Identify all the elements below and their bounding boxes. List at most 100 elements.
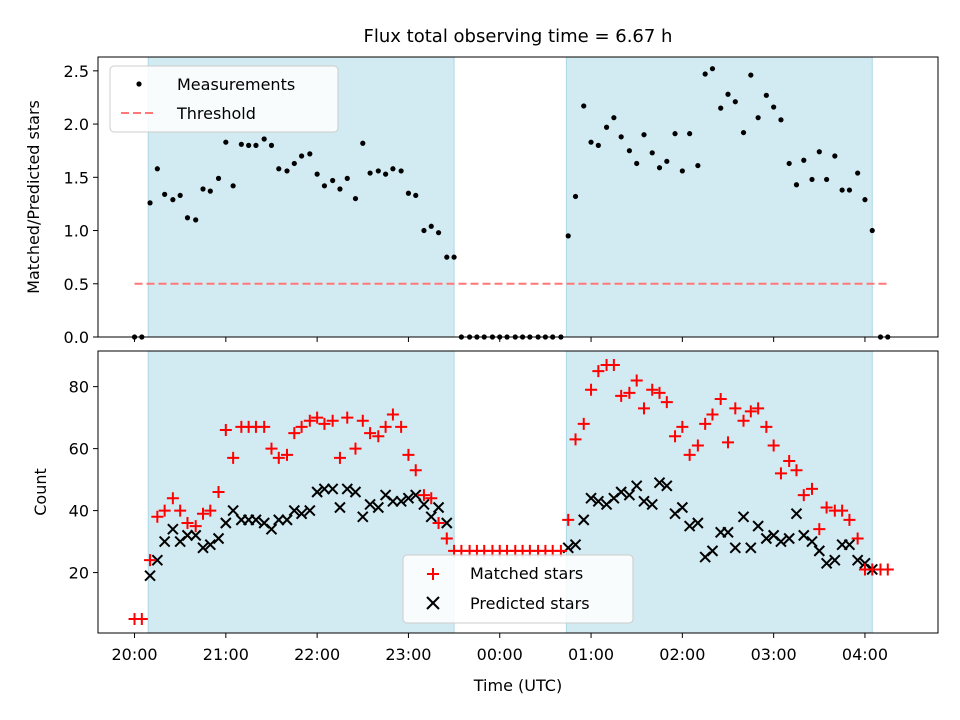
predicted-star-point xyxy=(441,517,453,529)
predicted-star-point xyxy=(227,504,239,517)
measurement-point xyxy=(230,183,236,189)
y-tick-label: 40 xyxy=(69,502,89,521)
predicted-star-point xyxy=(683,520,696,532)
measurement-point xyxy=(679,168,685,174)
predicted-stars-points xyxy=(144,476,878,582)
legend-predicted-marker xyxy=(426,596,440,610)
predicted-star-point xyxy=(745,542,757,554)
matched-star-point xyxy=(341,411,354,424)
measurement-point xyxy=(435,230,442,236)
matched-star-point xyxy=(272,451,285,464)
measurement-point xyxy=(162,191,168,197)
predicted-star-point xyxy=(813,545,826,557)
measurement-point xyxy=(740,129,747,136)
matched-star-point xyxy=(379,420,392,433)
measurement-point xyxy=(588,139,594,145)
legend-predicted-label: Predicted stars xyxy=(470,594,590,613)
top-axes-frame xyxy=(97,56,939,338)
top-y-axis-label: Matched/Predicted stars xyxy=(24,100,43,294)
measurement-point xyxy=(383,171,389,177)
predicted-star-point xyxy=(638,495,650,508)
matched-star-point xyxy=(166,492,179,505)
predicted-star-point xyxy=(326,483,339,495)
predicted-star-point xyxy=(158,535,171,548)
matched-star-point xyxy=(722,436,734,449)
predicted-star-point xyxy=(592,495,605,508)
matched-star-point xyxy=(395,420,408,433)
measurement-point xyxy=(451,254,457,260)
matched-star-point xyxy=(760,420,773,433)
matched-star-point xyxy=(417,489,430,502)
matched-star-point xyxy=(577,417,590,430)
measurement-point xyxy=(793,182,800,188)
predicted-star-point xyxy=(181,529,194,542)
predicted-star-point xyxy=(167,523,179,535)
measurement-point xyxy=(634,160,640,167)
bottom-legend: Matched stars Predicted stars xyxy=(402,554,634,624)
matched-star-point xyxy=(356,414,369,427)
measurement-point xyxy=(246,142,252,148)
measurement-point xyxy=(261,136,267,142)
measurement-point xyxy=(687,131,693,137)
measurement-point xyxy=(786,160,792,167)
predicted-star-point xyxy=(318,483,331,495)
measurement-point xyxy=(147,200,153,206)
predicted-star-point xyxy=(820,557,833,569)
y-tick-label: 20 xyxy=(69,564,89,583)
measurement-point xyxy=(268,142,275,148)
predicted-star-point xyxy=(151,554,164,566)
matched-star-point xyxy=(820,501,833,514)
measurement-point xyxy=(618,134,624,140)
matched-star-point xyxy=(797,489,810,502)
top-legend-box xyxy=(109,65,339,133)
measurement-point xyxy=(337,186,343,192)
predicted-star-point xyxy=(295,507,308,520)
bottom-axes-frame xyxy=(97,350,939,634)
matched-star-point xyxy=(364,427,377,440)
predicted-star-point xyxy=(760,532,773,545)
measurement-point xyxy=(755,115,761,121)
measurement-point xyxy=(193,217,199,223)
matched-star-point xyxy=(623,386,636,399)
matched-star-point xyxy=(646,383,659,396)
bottom-x-ticks: 20:00 21:00 22:00 23:00 00:00 01:00 02:00 03:00… xyxy=(111,633,888,664)
predicted-star-point xyxy=(706,545,719,557)
measurement-point xyxy=(238,141,244,147)
measurement-point xyxy=(291,160,297,167)
matched-star-point xyxy=(714,393,727,406)
x-tick-label: 01:00 xyxy=(568,645,614,664)
matched-star-point xyxy=(372,430,385,443)
measurement-point xyxy=(641,132,647,138)
matched-star-point xyxy=(303,414,316,427)
y-tick-label: 1.0 xyxy=(64,222,89,241)
matched-star-point xyxy=(585,383,598,396)
predicted-star-point xyxy=(281,514,293,526)
measurement-point xyxy=(253,142,259,148)
matched-star-point xyxy=(158,504,171,517)
shaded-interval-1 xyxy=(565,56,873,338)
y-tick-label: 1.5 xyxy=(64,168,89,187)
predicted-star-point xyxy=(851,554,864,566)
x-tick-label: 03:00 xyxy=(751,645,797,664)
matched-star-point xyxy=(774,467,787,480)
predicted-star-point xyxy=(432,501,445,514)
predicted-star-point xyxy=(676,501,689,514)
x-tick-label: 02:00 xyxy=(659,645,705,664)
y-tick-label: 60 xyxy=(69,440,89,459)
measurement-point xyxy=(405,190,412,196)
predicted-star-point xyxy=(783,532,795,545)
measurement-point xyxy=(595,142,601,148)
measurement-point xyxy=(321,183,328,189)
legend-threshold-label: Threshold xyxy=(176,104,256,123)
measurement-point xyxy=(284,168,290,174)
matched-star-point xyxy=(737,414,750,427)
matched-star-point xyxy=(676,420,689,433)
matched-star-point xyxy=(219,424,232,437)
measurement-point xyxy=(832,153,838,159)
measurement-point xyxy=(846,187,853,193)
matched-star-point xyxy=(699,417,712,430)
predicted-star-point xyxy=(692,517,704,529)
measurement-point xyxy=(695,162,701,169)
measurement-point xyxy=(444,254,450,260)
